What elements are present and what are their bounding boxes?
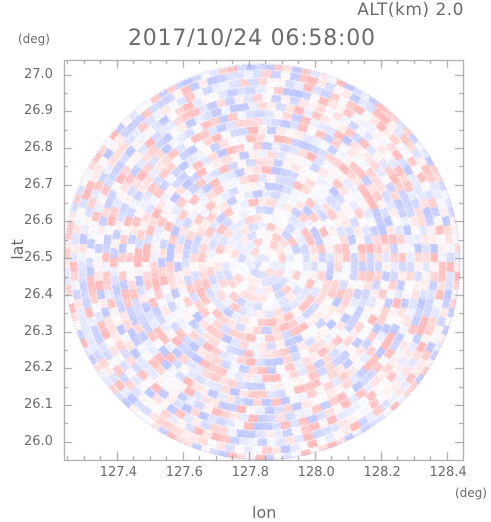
y-tick-label: 26.9 xyxy=(24,103,53,119)
y-tick-label: 26.4 xyxy=(24,286,53,302)
x-tick-label: 127.4 xyxy=(99,465,137,480)
y-tick-label: 26.8 xyxy=(24,140,53,156)
x-tick-label: 127.8 xyxy=(231,465,269,480)
datetime-label: 2017/10/24 06:58:00 xyxy=(128,26,376,51)
y-tick-label: 26.7 xyxy=(24,176,53,192)
x-tick-label: 128.2 xyxy=(363,465,401,480)
y-tick-label: 27.0 xyxy=(24,66,53,82)
x-tick-label: 127.6 xyxy=(165,465,203,480)
y-tick-label: 26.6 xyxy=(24,213,53,229)
y-tick-label: 26.3 xyxy=(24,323,53,339)
y-tick-label: 26.0 xyxy=(24,433,53,449)
y-tick-label: 26.5 xyxy=(24,250,53,266)
y-tick-label: 26.1 xyxy=(24,396,53,412)
y-tick-label: 26.2 xyxy=(24,360,53,376)
x-tick-label: 128.4 xyxy=(429,465,467,480)
x-unit-label: (deg) xyxy=(455,486,487,500)
x-tick-label: 128.0 xyxy=(297,465,335,480)
altitude-label: ALT(km) 2.0 xyxy=(357,0,464,20)
x-axis-label: lon xyxy=(252,503,277,522)
y-unit-label: (deg) xyxy=(18,32,50,46)
